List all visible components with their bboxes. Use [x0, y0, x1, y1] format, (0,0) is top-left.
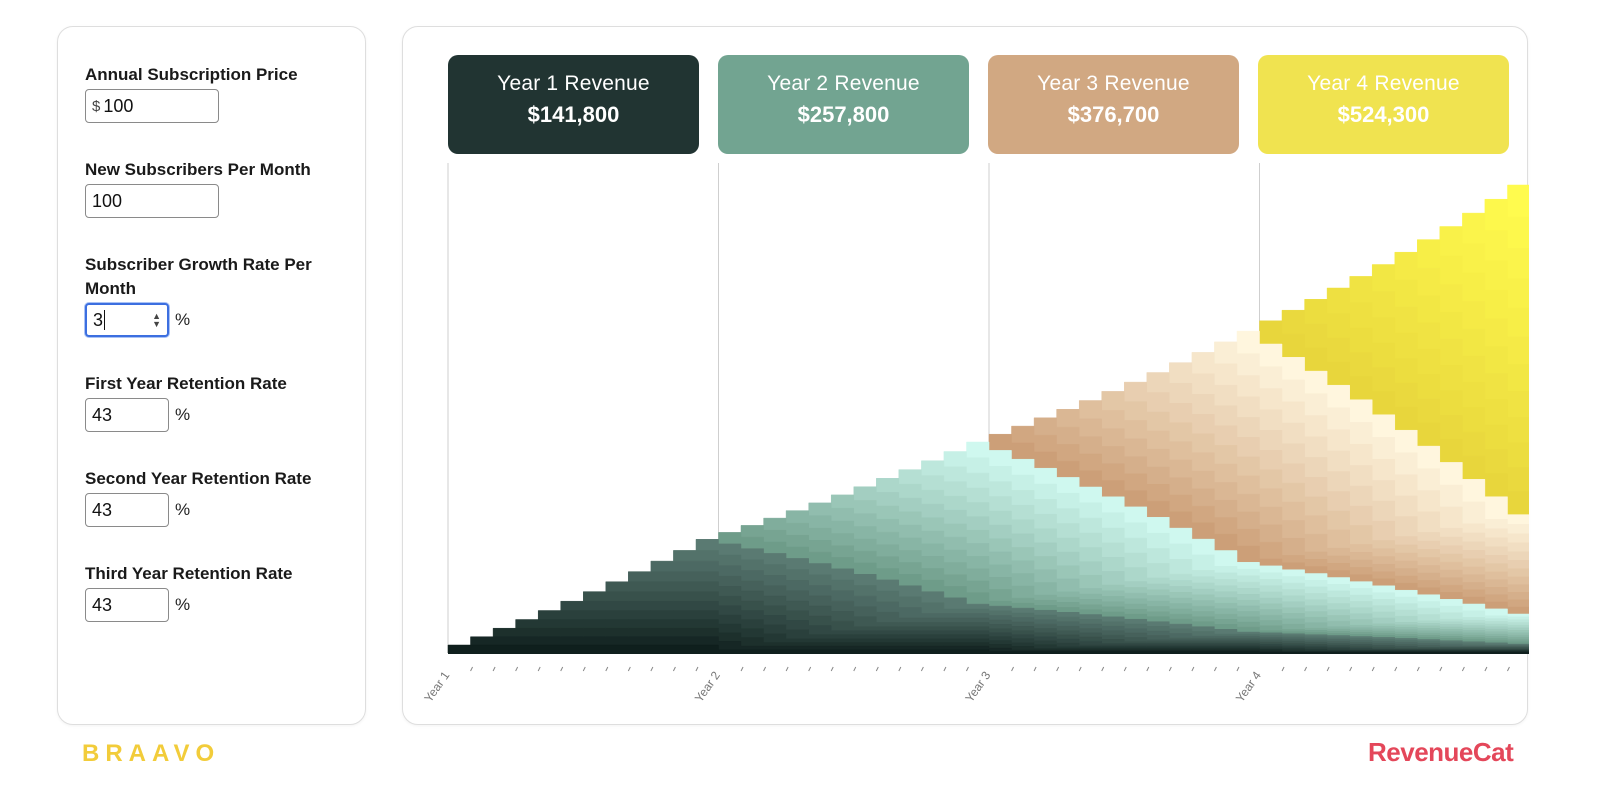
- x-tick-label: Year 2: [692, 668, 723, 704]
- retention3-value: 43: [92, 594, 113, 615]
- retention3-label: Third Year Retention Rate: [85, 564, 293, 583]
- price-value: 100: [103, 95, 134, 116]
- x-tick-mark: [1033, 666, 1037, 672]
- x-tick-mark: [1011, 666, 1014, 672]
- year4-revenue-value: $524,300: [1337, 102, 1430, 127]
- new-subs-value: 100: [92, 190, 123, 211]
- growth-suffix: %: [175, 310, 191, 329]
- x-tick-mark: [695, 666, 699, 672]
- x-tick-mark: [920, 666, 924, 672]
- year2-revenue-title: Year 2 Revenue: [767, 72, 920, 95]
- x-tick-mark: [672, 666, 676, 672]
- x-tick-mark: [1371, 666, 1375, 672]
- braavo-logo: BRAAVO: [82, 740, 221, 767]
- inputs-panel: Annual Subscription Price $ 100 New Subs…: [57, 26, 366, 725]
- year2-revenue-value: $257,800: [797, 102, 890, 127]
- retention1-suffix: %: [175, 405, 191, 424]
- price-label: Annual Subscription Price: [85, 65, 298, 84]
- year4-revenue-title: Year 4 Revenue: [1307, 72, 1460, 95]
- year3-revenue-card: Year 3 Revenue $376,700: [988, 55, 1239, 154]
- retention2-input[interactable]: 43: [85, 493, 169, 527]
- x-tick-mark: [1281, 666, 1285, 672]
- x-tick-mark: [853, 666, 857, 672]
- x-tick-mark: [1461, 666, 1465, 672]
- x-tick-mark: [582, 666, 586, 672]
- new-subs-label: New Subscribers Per Month: [85, 160, 311, 179]
- x-tick-mark: [1326, 666, 1330, 672]
- x-tick-mark: [1123, 666, 1127, 672]
- retention3-field: Third Year Retention Rate 43 %: [85, 562, 335, 622]
- x-tick-mark: [1507, 666, 1510, 672]
- x-tick-mark: [830, 666, 834, 672]
- x-tick-label: Year 3: [962, 668, 993, 704]
- x-tick-mark: [740, 666, 744, 672]
- year3-revenue-title: Year 3 Revenue: [1037, 72, 1190, 95]
- x-tick-mark: [1349, 666, 1353, 672]
- x-tick-mark: [1078, 666, 1082, 672]
- growth-field: Subscriber Growth Rate Per Month 3 ▲ ▼ %: [85, 253, 335, 337]
- x-tick-mark: [785, 666, 789, 672]
- x-tick-mark: [966, 666, 969, 672]
- x-tick-mark: [1484, 666, 1488, 672]
- x-tick-mark: [943, 666, 947, 672]
- year4-revenue-card: Year 4 Revenue $524,300: [1258, 55, 1509, 154]
- growth-label: Subscriber Growth Rate Per Month: [85, 255, 312, 298]
- x-tick-mark: [515, 666, 519, 672]
- retention3-input[interactable]: 43: [85, 588, 169, 622]
- growth-input[interactable]: 3 ▲ ▼: [85, 303, 169, 337]
- x-tick-mark: [1439, 666, 1443, 672]
- year1-revenue-title: Year 1 Revenue: [497, 72, 650, 95]
- cohort-area: [1507, 184, 1529, 218]
- x-tick-mark: [605, 666, 609, 672]
- x-tick-mark: [537, 666, 541, 672]
- revenue-chart: Year 1 Year 2 Year 3 Year 4: [421, 163, 1529, 705]
- x-tick-label: Year 1: [421, 668, 452, 704]
- x-tick-mark: [627, 666, 631, 672]
- retention1-field: First Year Retention Rate 43 %: [85, 372, 335, 432]
- stepper-up-icon[interactable]: ▲: [152, 311, 161, 321]
- x-tick-mark: [470, 666, 473, 672]
- text-caret: [104, 310, 106, 330]
- x-tick-mark: [1416, 666, 1420, 672]
- retention1-value: 43: [92, 404, 113, 425]
- retention2-label: Second Year Retention Rate: [85, 469, 312, 488]
- x-tick-mark: [650, 666, 654, 672]
- number-stepper[interactable]: ▲ ▼: [152, 311, 161, 329]
- stepper-down-icon[interactable]: ▼: [152, 319, 161, 329]
- x-tick-mark: [875, 666, 879, 672]
- year3-revenue-value: $376,700: [1067, 102, 1160, 127]
- price-input[interactable]: $ 100: [85, 89, 219, 123]
- x-tick-mark: [1236, 666, 1240, 672]
- year1-revenue-value: $141,800: [527, 102, 620, 127]
- retention2-suffix: %: [175, 500, 191, 519]
- x-tick-mark: [898, 666, 902, 672]
- x-tick-mark: [1056, 666, 1060, 672]
- x-tick-mark: [1168, 666, 1172, 672]
- x-tick-mark: [560, 666, 564, 672]
- year2-revenue-card: Year 2 Revenue $257,800: [718, 55, 969, 154]
- x-tick-label: Year 4: [1233, 668, 1264, 704]
- retention1-label: First Year Retention Rate: [85, 374, 287, 393]
- growth-value: 3: [93, 309, 104, 330]
- retention2-field: Second Year Retention Rate 43 %: [85, 467, 335, 527]
- new-subs-field: New Subscribers Per Month 100: [85, 158, 335, 218]
- x-tick-mark: [1304, 666, 1308, 672]
- x-tick-mark: [1146, 666, 1150, 672]
- x-tick-mark: [808, 666, 812, 672]
- new-subs-input[interactable]: 100: [85, 184, 219, 218]
- retention2-value: 43: [92, 499, 113, 520]
- year1-revenue-card: Year 1 Revenue $141,800: [448, 55, 699, 154]
- retention1-input[interactable]: 43: [85, 398, 169, 432]
- price-field: Annual Subscription Price $ 100: [85, 63, 335, 123]
- x-tick-mark: [1394, 666, 1398, 672]
- chart-panel: Year 1 Year 2 Year 3 Year 4 Year 1 Revenue …: [402, 26, 1529, 725]
- x-tick-mark: [1191, 666, 1195, 672]
- retention3-suffix: %: [175, 595, 191, 614]
- x-tick-mark: [1101, 666, 1105, 672]
- x-tick-mark: [1213, 666, 1217, 672]
- revenuecat-logo: RevenueCat: [1368, 737, 1514, 767]
- x-tick-mark: [492, 666, 496, 672]
- dollar-prefix: $: [92, 97, 101, 115]
- x-tick-mark: [763, 666, 767, 672]
